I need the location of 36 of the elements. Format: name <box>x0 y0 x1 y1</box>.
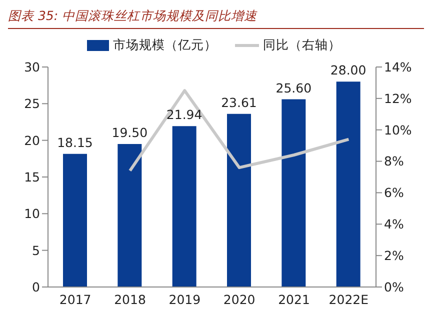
data-label: 21.94 <box>166 107 202 122</box>
y2-tick-label: 4% <box>384 216 404 232</box>
data-label: 28.00 <box>330 62 366 78</box>
y-tick-label: 30 <box>24 59 40 74</box>
x-tick-label: 2017 <box>59 292 92 307</box>
data-label: 18.15 <box>57 134 93 150</box>
y-tick-label: 5 <box>32 242 40 258</box>
bar <box>227 114 251 287</box>
x-tick-label: 2022E <box>328 292 369 307</box>
bar <box>172 126 196 287</box>
y2-tick-label: 12% <box>384 90 412 106</box>
y-tick-label: 0 <box>32 279 40 294</box>
y-tick-label: 20 <box>24 132 40 148</box>
y2-tick-label: 0% <box>384 279 404 294</box>
legend-label: 同比（右轴） <box>263 37 341 54</box>
y2-tick-label: 8% <box>384 154 404 169</box>
bar <box>118 144 142 287</box>
data-label: 19.50 <box>112 125 148 140</box>
bar <box>63 154 87 287</box>
y-tick-label: 10 <box>24 206 40 222</box>
x-tick-label: 2021 <box>278 292 310 307</box>
x-tick-label: 2019 <box>168 292 201 307</box>
y-tick-label: 25 <box>24 96 40 112</box>
data-label: 23.61 <box>221 94 257 110</box>
chart-title: 图表 35: 中国滚珠丝杠市场规模及同比增速 <box>8 8 424 29</box>
y2-tick-label: 2% <box>384 248 404 264</box>
y-tick-label: 15 <box>24 169 40 184</box>
x-tick-label: 2018 <box>114 292 146 307</box>
y2-tick-label: 6% <box>384 185 404 200</box>
bar <box>336 82 360 287</box>
y2-tick-label: 14% <box>384 59 412 74</box>
x-tick-label: 2020 <box>223 292 256 307</box>
y2-tick-label: 10% <box>384 122 412 138</box>
bar <box>282 99 306 287</box>
legend-label: 市场规模（亿元） <box>113 37 217 54</box>
data-label: 25.60 <box>276 80 312 96</box>
